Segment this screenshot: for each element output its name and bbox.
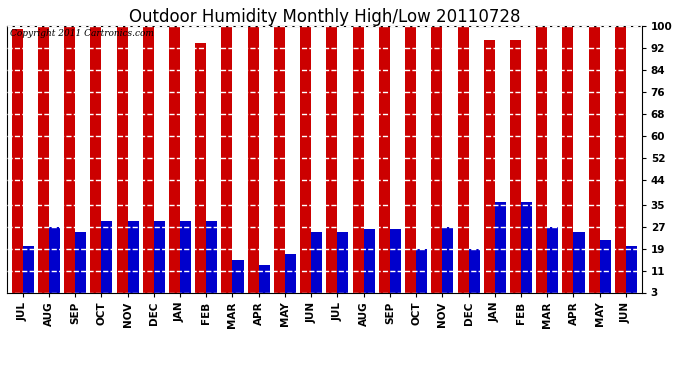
Bar [457, 26, 469, 301]
Bar [573, 232, 584, 301]
Bar [75, 232, 86, 301]
Bar [431, 26, 442, 301]
Bar [285, 254, 296, 301]
Bar [405, 26, 416, 301]
Bar [495, 202, 506, 301]
Bar [521, 202, 532, 301]
Bar [23, 246, 34, 301]
Bar [49, 226, 60, 301]
Bar [442, 226, 453, 301]
Bar [12, 29, 23, 301]
Bar [364, 230, 375, 301]
Bar [547, 226, 558, 301]
Bar [510, 40, 521, 301]
Bar [143, 26, 154, 301]
Bar [300, 26, 311, 301]
Bar [233, 260, 244, 301]
Bar [169, 26, 180, 301]
Bar [180, 221, 191, 301]
Bar [626, 246, 637, 301]
Bar [562, 26, 573, 301]
Bar [353, 26, 364, 301]
Bar [615, 26, 626, 301]
Bar [390, 230, 401, 301]
Bar [311, 232, 322, 301]
Title: Outdoor Humidity Monthly High/Low 20110728: Outdoor Humidity Monthly High/Low 201107… [128, 8, 520, 26]
Bar [326, 26, 337, 301]
Bar [469, 249, 480, 301]
Bar [484, 40, 495, 301]
Bar [259, 265, 270, 301]
Bar [337, 232, 348, 301]
Bar [221, 26, 233, 301]
Bar [90, 26, 101, 301]
Bar [600, 240, 611, 301]
Bar [128, 221, 139, 301]
Bar [154, 221, 165, 301]
Bar [536, 26, 547, 301]
Bar [117, 26, 128, 301]
Bar [206, 221, 217, 301]
Bar [64, 26, 75, 301]
Bar [274, 26, 285, 301]
Bar [195, 43, 206, 301]
Text: Copyright 2011 Cartronics.com: Copyright 2011 Cartronics.com [10, 29, 154, 38]
Bar [38, 26, 49, 301]
Bar [248, 26, 259, 301]
Bar [101, 221, 112, 301]
Bar [379, 26, 390, 301]
Bar [416, 249, 427, 301]
Bar [589, 26, 600, 301]
